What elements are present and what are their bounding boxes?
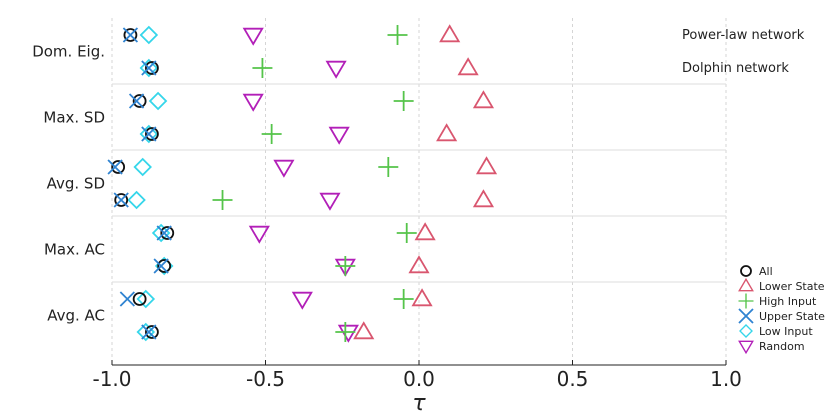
data-point (393, 289, 414, 309)
data-point (328, 126, 350, 145)
legend-label: All (759, 265, 773, 278)
data-point (141, 60, 157, 76)
x-tick-label: -0.5 (246, 367, 285, 391)
data-point (261, 124, 282, 144)
data-point (145, 61, 159, 75)
data-point (393, 91, 414, 111)
data-point (408, 255, 430, 274)
data-point (414, 222, 436, 241)
data-point (107, 159, 123, 175)
data-point (439, 24, 461, 43)
data-point (212, 190, 233, 210)
legend-label: High Input (759, 295, 817, 308)
category-label: Max. SD (43, 109, 105, 127)
data-point (436, 123, 458, 142)
data-point (145, 325, 159, 339)
legend-marker (738, 308, 754, 324)
data-point (122, 27, 139, 43)
legend-marker (739, 324, 753, 338)
legend-label: Random (759, 340, 805, 353)
legend-marker (738, 340, 754, 355)
data-point (319, 192, 341, 211)
data-point (153, 258, 169, 274)
data-point (119, 291, 135, 307)
legend-label: Upper State (759, 310, 825, 323)
data-point (337, 324, 359, 343)
data-point (114, 193, 129, 207)
data-point (325, 60, 347, 79)
category-label: Dom. Eig. (32, 43, 105, 61)
data-point (139, 58, 159, 78)
x-tick-label: 1.0 (710, 367, 742, 391)
data-point (242, 93, 264, 112)
data-point (291, 291, 313, 310)
legend-label: Low Input (759, 325, 813, 338)
data-point (133, 157, 152, 177)
data-point (273, 159, 295, 178)
data-point (123, 28, 138, 42)
data-point (472, 90, 495, 109)
data-point (145, 127, 159, 141)
data-point (248, 225, 270, 244)
legend-marker (738, 277, 754, 292)
data-point (378, 157, 399, 177)
data-point (411, 288, 433, 307)
data-point (111, 160, 126, 174)
data-point (242, 27, 264, 46)
data-point (141, 126, 157, 142)
data-point (139, 25, 159, 45)
data-point (396, 223, 417, 243)
x-tick-label: -1.0 (92, 367, 131, 391)
data-point (148, 91, 168, 111)
data-point (156, 225, 172, 241)
data-point (157, 259, 172, 273)
data-point (128, 93, 145, 109)
x-axis-title: τ (412, 391, 426, 415)
data-point (113, 192, 129, 208)
data-point (475, 156, 498, 175)
panel-label: Dolphin network (682, 61, 789, 76)
data-point (141, 324, 157, 340)
data-point (160, 226, 175, 240)
legend-marker (740, 265, 752, 277)
data-point (127, 190, 146, 210)
data-point (136, 289, 156, 309)
category-label: Avg. AC (47, 307, 105, 325)
data-point (132, 292, 147, 306)
data-point (457, 57, 479, 76)
x-tick-label: 0.0 (403, 367, 435, 391)
data-point (335, 256, 356, 276)
data-point (353, 321, 375, 340)
data-point (132, 94, 147, 108)
category-label: Avg. SD (47, 175, 105, 193)
panel-label: Power-law network (682, 28, 805, 43)
x-tick-label: 0.5 (557, 367, 589, 391)
category-label: Max. AC (44, 241, 105, 259)
data-point (472, 189, 495, 208)
legend-label: Lower State (759, 280, 825, 293)
data-point (387, 25, 408, 45)
data-point (139, 124, 159, 144)
data-point (335, 322, 356, 342)
legend-marker (738, 293, 754, 309)
data-point (252, 58, 273, 78)
